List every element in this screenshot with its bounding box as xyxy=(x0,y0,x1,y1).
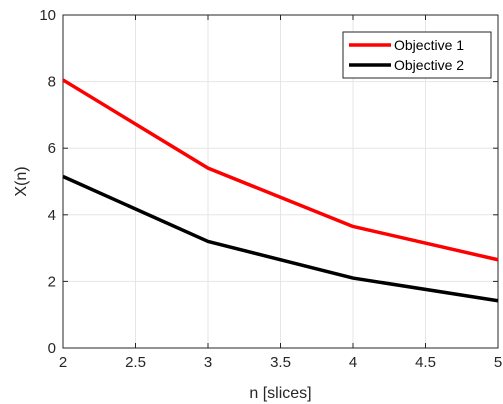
x-tick-label: 4 xyxy=(349,354,357,371)
x-tick-label: 2.5 xyxy=(125,354,146,371)
series-line-objective-2 xyxy=(62,174,499,303)
x-tick-label: 4.5 xyxy=(415,354,436,371)
y-axis-label: X(n) xyxy=(13,166,30,196)
y-tick-label: 10 xyxy=(39,7,56,24)
y-tick-label: 6 xyxy=(48,140,56,157)
y-tick-label: 4 xyxy=(48,207,56,224)
series-lines xyxy=(62,78,499,303)
legend: Objective 1 Objective 2 xyxy=(342,31,492,79)
axes xyxy=(62,14,499,349)
plot-frame xyxy=(62,14,499,349)
legend-label-objective-2: Objective 2 xyxy=(394,57,464,73)
x-tick-label: 3.5 xyxy=(270,354,291,371)
y-tick-label: 2 xyxy=(48,273,56,290)
y-tick-label: 8 xyxy=(48,74,56,91)
legend-box xyxy=(342,31,492,79)
y-tick-label: 0 xyxy=(48,340,56,357)
series-line-objective-1 xyxy=(62,78,499,262)
legend-label-objective-1: Objective 1 xyxy=(394,37,464,53)
x-tick-label: 3 xyxy=(204,354,212,371)
x-tick-label: 5 xyxy=(494,354,502,371)
x-tick-label: 2 xyxy=(59,354,67,371)
x-axis-label: n [slices] xyxy=(249,385,311,402)
